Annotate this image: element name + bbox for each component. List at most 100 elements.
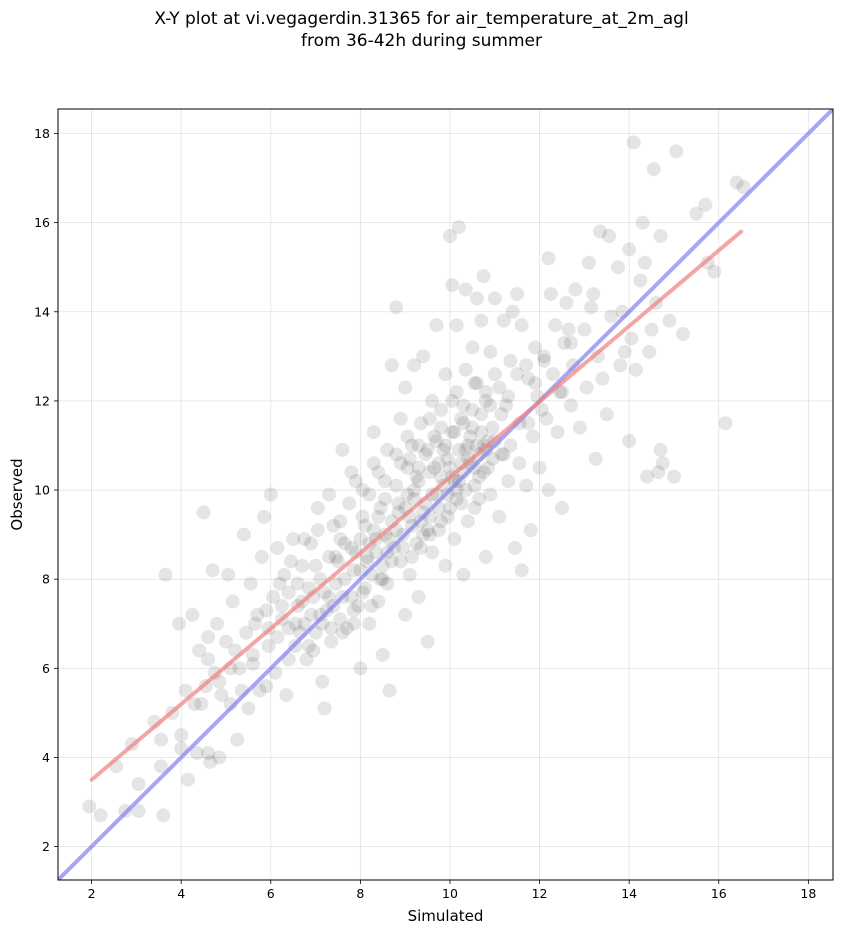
data-point-347 <box>344 465 359 480</box>
data-point-201 <box>537 353 552 368</box>
data-point-187 <box>503 353 518 368</box>
data-point-16 <box>178 683 193 698</box>
data-point-389 <box>474 407 489 422</box>
data-point-372 <box>212 674 227 689</box>
data-point-319 <box>496 447 511 462</box>
data-point-118 <box>402 567 417 582</box>
data-point-170 <box>474 425 489 440</box>
data-point-241 <box>646 162 661 177</box>
data-point-122 <box>409 536 424 551</box>
data-point-54 <box>277 567 292 582</box>
data-point-171 <box>474 313 489 328</box>
data-point-111 <box>393 554 408 569</box>
data-point-10 <box>156 808 171 823</box>
data-point-247 <box>662 313 677 328</box>
data-point-177 <box>483 487 498 502</box>
data-point-220 <box>590 349 605 364</box>
data-point-299 <box>539 411 554 426</box>
data-point-399 <box>563 335 578 350</box>
data-point-166 <box>469 376 484 391</box>
data-point-339 <box>467 500 482 515</box>
y-tick-label-2: 6 <box>42 661 50 676</box>
data-point-87 <box>355 509 370 524</box>
data-point-396 <box>537 349 552 364</box>
data-point-77 <box>335 442 350 457</box>
data-point-145 <box>442 229 457 244</box>
data-point-146 <box>445 425 460 440</box>
data-point-261 <box>322 590 337 605</box>
data-points <box>82 135 751 823</box>
data-point-152 <box>451 442 466 457</box>
data-point-39 <box>236 527 251 542</box>
data-point-147 <box>445 278 460 293</box>
data-point-37 <box>230 732 245 747</box>
data-point-293 <box>485 420 500 435</box>
chart-title-line-1: X-Y plot at vi.vegagerdin.31365 for air_… <box>154 9 689 29</box>
data-point-365 <box>301 639 316 654</box>
chart-title: X-Y plot at vi.vegagerdin.31365 for air_… <box>0 8 843 52</box>
x-axis-label: Simulated <box>408 907 484 925</box>
data-point-175 <box>478 549 493 564</box>
data-point-360 <box>245 656 260 671</box>
data-point-248 <box>666 469 681 484</box>
data-point-0 <box>82 799 97 814</box>
data-point-195 <box>521 371 536 386</box>
data-point-222 <box>595 371 610 386</box>
data-point-313 <box>442 460 457 475</box>
data-point-358 <box>467 376 482 391</box>
x-tick-label-4: 10 <box>442 886 458 901</box>
data-point-21 <box>194 696 209 711</box>
data-point-254 <box>707 264 722 279</box>
data-point-116 <box>400 460 415 475</box>
data-point-84 <box>351 598 366 613</box>
data-point-266 <box>378 491 393 506</box>
data-point-109 <box>389 478 404 493</box>
data-point-83 <box>348 474 363 489</box>
data-point-356 <box>445 393 460 408</box>
data-point-275 <box>463 429 478 444</box>
data-point-98 <box>373 500 388 515</box>
data-point-27 <box>205 563 220 578</box>
data-point-35 <box>225 594 240 609</box>
data-point-186 <box>501 474 516 489</box>
data-point-235 <box>633 273 648 288</box>
data-point-287 <box>431 523 446 538</box>
data-point-163 <box>465 340 480 355</box>
data-point-244 <box>653 442 668 457</box>
data-point-217 <box>581 255 596 270</box>
data-point-348 <box>355 483 370 498</box>
data-point-165 <box>467 478 482 493</box>
data-point-6 <box>131 803 146 818</box>
data-point-157 <box>456 567 471 582</box>
data-point-361 <box>259 679 274 694</box>
data-point-332 <box>404 549 419 564</box>
data-point-336 <box>440 509 455 524</box>
data-point-354 <box>422 411 437 426</box>
data-point-24 <box>201 630 216 645</box>
data-point-263 <box>344 540 359 555</box>
data-point-302 <box>337 572 352 587</box>
data-point-125 <box>413 416 428 431</box>
data-point-8 <box>154 759 169 774</box>
data-point-297 <box>521 416 536 431</box>
data-point-188 <box>505 304 520 319</box>
data-point-394 <box>519 358 534 373</box>
data-point-351 <box>389 447 404 462</box>
data-point-214 <box>572 420 587 435</box>
data-point-75 <box>330 554 345 569</box>
data-point-57 <box>286 532 301 547</box>
data-point-104 <box>382 683 397 698</box>
data-point-238 <box>640 469 655 484</box>
data-point-43 <box>245 647 260 662</box>
grid <box>58 109 833 880</box>
y-tick-label-5: 12 <box>34 393 50 408</box>
data-point-213 <box>568 282 583 297</box>
data-point-285 <box>413 540 428 555</box>
data-point-1 <box>93 808 108 823</box>
data-point-391 <box>492 380 507 395</box>
data-point-106 <box>384 358 399 373</box>
y-tick-label-1: 4 <box>42 750 50 765</box>
data-point-32 <box>218 634 233 649</box>
data-point-216 <box>579 380 594 395</box>
x-tick-label-7: 16 <box>711 886 727 901</box>
